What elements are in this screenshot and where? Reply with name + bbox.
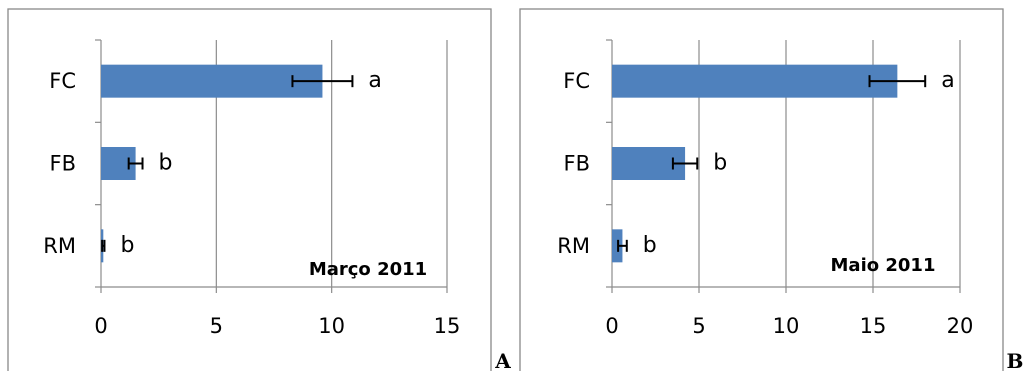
chart-panel-b: 0 5 10 15 20 FC a FB b RM b Maio 2011 B <box>519 8 1024 371</box>
chart-panel-a: 0 5 10 15 FC a FB b RM b Março 2011 A <box>7 8 511 371</box>
labels: 0 5 10 15 20 FC a FB b RM b <box>557 68 973 338</box>
significance-letter: b <box>713 151 727 176</box>
x-tick-label: 5 <box>692 314 705 338</box>
labels: 0 5 10 15 FC a FB b RM b <box>43 68 460 338</box>
x-tick-label: 20 <box>947 314 974 338</box>
category-label: FC <box>563 69 590 93</box>
category-label: FB <box>50 152 77 176</box>
x-tick-label: 10 <box>773 314 800 338</box>
significance-letter: a <box>941 68 954 93</box>
bars <box>101 64 354 263</box>
panel-title: Março 2011 <box>309 259 427 280</box>
category-label: FB <box>564 152 591 176</box>
panel-label: B <box>1007 349 1024 371</box>
significance-letter: a <box>368 68 381 93</box>
panel-label: A <box>494 349 511 371</box>
x-tick-label: 0 <box>94 314 107 338</box>
bar-fc <box>101 64 323 98</box>
significance-letter: b <box>159 151 173 176</box>
category-label: RM <box>43 234 76 258</box>
chart-frame <box>7 8 492 371</box>
x-tick-label: 15 <box>434 314 461 338</box>
significance-letter: b <box>643 233 657 258</box>
chart-frame <box>519 8 1004 371</box>
significance-letter: b <box>120 233 134 258</box>
x-tick-label: 10 <box>318 314 345 338</box>
category-label: FC <box>49 69 76 93</box>
x-tick-label: 5 <box>210 314 223 338</box>
x-tick-label: 15 <box>860 314 887 338</box>
bar-fc <box>612 64 898 98</box>
panel-title: Maio 2011 <box>831 255 936 276</box>
category-label: RM <box>557 234 590 258</box>
bars <box>612 64 927 263</box>
x-tick-label: 0 <box>605 314 618 338</box>
